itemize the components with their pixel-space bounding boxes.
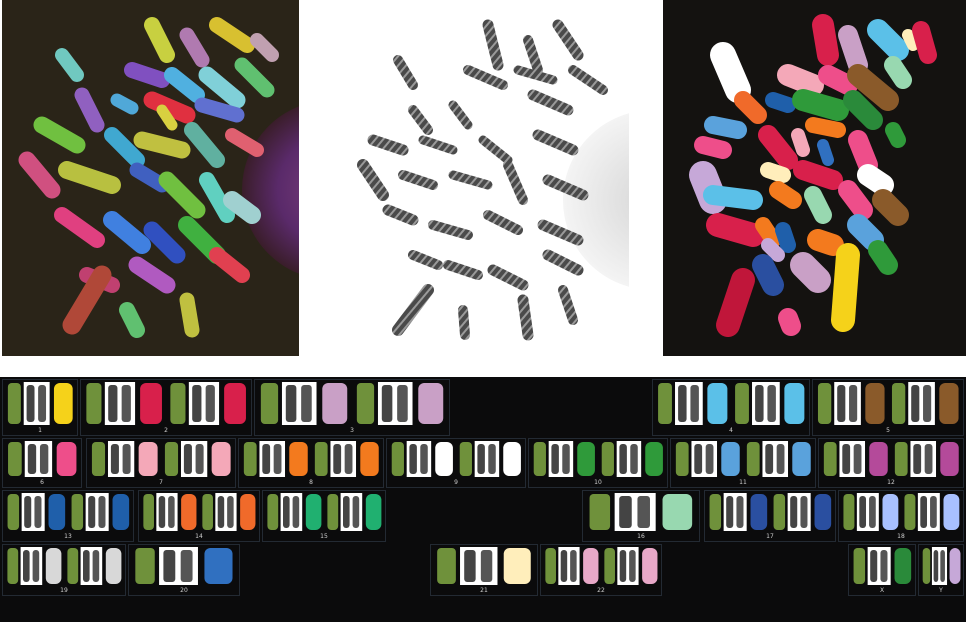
karyogram-label-21: 21: [480, 587, 488, 594]
karyogram-label-18: 18: [897, 533, 905, 540]
karyogram-chromosome-images: [135, 547, 233, 585]
karyogram-cell-18: 18: [838, 490, 964, 542]
karyogram-label-5: 5: [886, 427, 890, 434]
karyogram-label-3: 3: [350, 427, 354, 434]
fish-chromosomes: [18, 17, 299, 338]
karyogram-label-y: Y: [939, 587, 943, 594]
karyogram-cell-9: 9: [386, 438, 526, 488]
karyogram-label-20: 20: [180, 587, 188, 594]
karyogram-cell-17: 17: [704, 490, 836, 542]
classified-metaphase-image: [663, 0, 966, 356]
karyogram-chromosome-images: [658, 382, 805, 425]
karyogram-chromosome-images: [391, 441, 521, 477]
karyogram-chromosome-images: [843, 493, 960, 531]
karyogram-label-14: 14: [195, 533, 203, 540]
karyogram-chromosome-images: [545, 547, 658, 585]
karyogram-chromosome-images: [437, 547, 531, 585]
karyogram-chromosome-images: [7, 547, 122, 585]
karyogram-cell-7: 7: [86, 438, 236, 488]
karyogram-cell-x: X: [848, 544, 916, 596]
karyogram-label-11: 11: [739, 479, 747, 486]
karyogram-chromosome-images: [922, 547, 961, 585]
karyogram-cell-10: 10: [528, 438, 668, 488]
karyogram-chromosome-images: [7, 382, 73, 425]
karyogram-cell-20: 20: [128, 544, 240, 596]
karyogram-label-19: 19: [60, 587, 68, 594]
karyogram-chromosome-images: [817, 382, 959, 425]
karyogram-label-17: 17: [766, 533, 774, 540]
karyogram-cell-16: 16: [582, 490, 700, 542]
karyogram-label-12: 12: [887, 479, 895, 486]
karyogram-chromosome-images: [709, 493, 832, 531]
karyogram-label-6: 6: [40, 479, 44, 486]
karyogram-chromosome-images: [853, 547, 912, 585]
karyogram-chromosome-images: [243, 441, 379, 477]
karyogram-chromosome-images: [589, 493, 693, 531]
karyogram-label-7: 7: [159, 479, 163, 486]
karyogram-label-x: X: [879, 587, 885, 594]
karyogram-cell-21: 21: [430, 544, 538, 596]
karyogram-cell-11: 11: [670, 438, 816, 488]
karyogram-chromosome-images: [7, 493, 130, 531]
karyogram-cell-22: 22: [540, 544, 662, 596]
karyogram-chromosome-images: [260, 382, 444, 425]
karyogram-chromosome-images: [675, 441, 811, 477]
interphase-nucleus: [242, 106, 299, 274]
karyogram-cell-19: 19: [2, 544, 126, 596]
karyogram-cell-15: 15: [262, 490, 386, 542]
karyogram-cell-6: 6: [2, 438, 82, 488]
karyogram-chromosome-images: [267, 493, 382, 531]
karyogram-cell-13: 13: [2, 490, 134, 542]
karyogram-label-22: 22: [597, 587, 605, 594]
karyogram-label-4: 4: [729, 427, 733, 434]
karyogram-cell-14: 14: [138, 490, 260, 542]
fish-metaphase-image: [2, 0, 299, 356]
karyogram-label-15: 15: [320, 533, 328, 540]
karyogram-cell-1: 1: [2, 379, 78, 436]
karyogram-label-13: 13: [64, 533, 72, 540]
karyogram-label-10: 10: [594, 479, 602, 486]
karyogram-label-9: 9: [454, 479, 458, 486]
gbanded-metaphase-image: [303, 0, 629, 356]
karyogram-label-1: 1: [38, 427, 42, 434]
karyogram-cell-y: Y: [918, 544, 964, 596]
gband-chromosomes: [357, 19, 629, 341]
karyogram-chromosome-images: [91, 441, 231, 477]
karyogram-cell-5: 5: [812, 379, 964, 436]
karyogram-cell-4: 4: [652, 379, 810, 436]
karyogram-chromosome-images: [533, 441, 663, 477]
karyogram-chromosome-images: [86, 382, 246, 425]
karyogram-chromosome-images: [8, 441, 77, 477]
karyogram-label-8: 8: [309, 479, 313, 486]
karyogram-chromosome-images: [823, 441, 959, 477]
karyogram-cell-2: 2: [80, 379, 252, 436]
classified-chromosomes: [689, 14, 937, 337]
karyogram-cell-12: 12: [818, 438, 964, 488]
karyogram-label-16: 16: [637, 533, 645, 540]
karyogram-chromosome-images: [143, 493, 256, 531]
karyogram-cell-3: 3: [254, 379, 450, 436]
karyogram-label-2: 2: [164, 427, 168, 434]
karyogram-panel: 1 2 3 4 5 6 7 8 9 10 11 12 13 14 15 16 17 18 19 20 21 22 X Y: [0, 377, 966, 622]
karyogram-cell-8: 8: [238, 438, 384, 488]
